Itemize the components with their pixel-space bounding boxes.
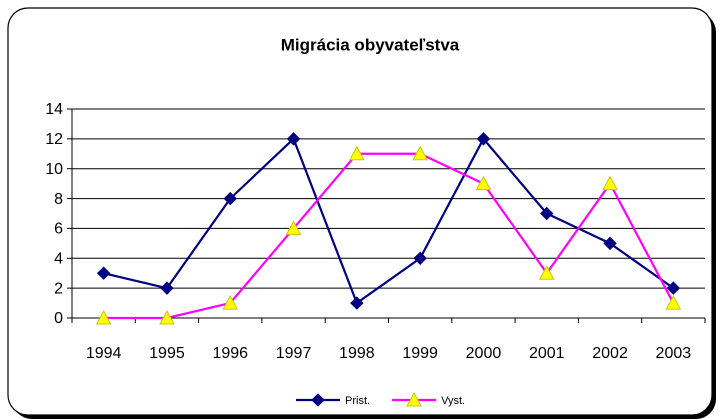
data-point (159, 309, 175, 325)
data-point (412, 145, 428, 161)
x-tick-label: 2000 (466, 345, 502, 362)
data-point (666, 281, 681, 295)
x-tick-label: 1994 (86, 345, 122, 362)
data-point (349, 145, 365, 161)
x-tick-label: 2003 (656, 345, 692, 362)
y-tick-label: 12 (45, 131, 63, 148)
data-point (96, 266, 111, 280)
data-point (223, 191, 237, 206)
y-tick-label: 2 (54, 280, 63, 297)
x-tick-label: 2002 (592, 345, 628, 362)
data-point (475, 175, 492, 191)
data-point (476, 132, 491, 146)
data-point (602, 175, 618, 191)
data-point (538, 265, 555, 280)
legend-marker (406, 391, 422, 407)
data-point (665, 295, 682, 310)
data-point (285, 220, 302, 235)
y-tick-label: 10 (45, 161, 63, 178)
y-tick-label: 6 (54, 221, 63, 238)
legend-marker (311, 393, 325, 407)
legend-label: Vyst. (441, 395, 465, 407)
legend-label: Prist. (345, 395, 370, 407)
data-point (160, 281, 174, 295)
x-tick-label: 1997 (276, 345, 312, 362)
data-point (540, 206, 554, 221)
x-tick-label: 2001 (529, 345, 565, 362)
y-tick-label: 8 (54, 191, 63, 208)
y-tick-label: 14 (45, 101, 63, 118)
x-tick-label: 1996 (212, 345, 248, 362)
data-point (286, 132, 301, 146)
x-tick-label: 1995 (149, 345, 185, 362)
x-tick-label: 1998 (339, 345, 375, 362)
data-point (350, 296, 364, 310)
x-tick-label: 1999 (402, 345, 438, 362)
y-tick-label: 0 (54, 310, 63, 327)
series-line (103, 152, 675, 320)
data-point (603, 236, 617, 251)
data-point (95, 309, 112, 325)
chart-title: Migrácia obyvateľstva (281, 35, 460, 54)
y-tick-label: 4 (54, 251, 63, 268)
data-point (413, 251, 427, 265)
data-point (222, 295, 239, 310)
